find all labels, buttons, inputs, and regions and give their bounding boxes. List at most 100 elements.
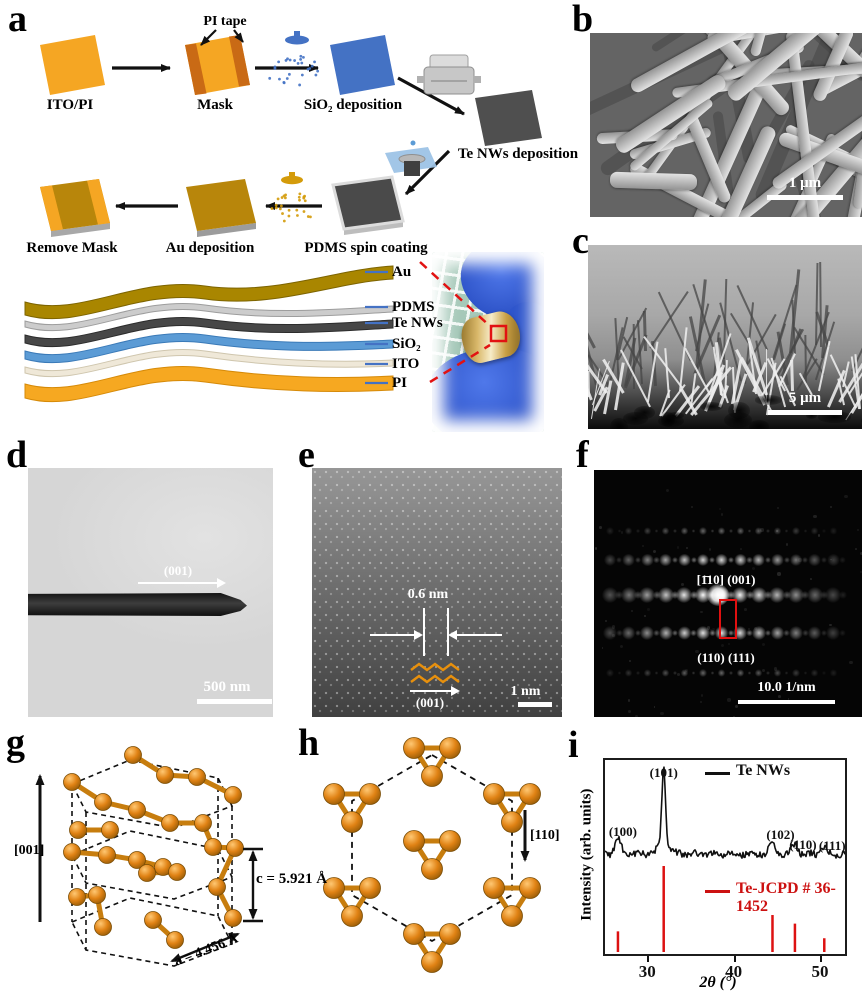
diffraction-spot <box>820 556 828 564</box>
xrd-traces <box>605 766 845 952</box>
panel-d-label: d <box>6 434 28 476</box>
crystal-structure-top-view <box>323 737 541 973</box>
hexagon-dashed-outline <box>351 753 513 943</box>
diffraction-spot <box>634 629 642 637</box>
spray-dot <box>288 58 292 62</box>
peak-label: (102) <box>766 827 795 842</box>
diffraction-spot <box>792 527 800 535</box>
background-noise-dot <box>721 644 725 648</box>
background-noise-dot <box>830 506 833 509</box>
diffraction-spot <box>792 669 800 677</box>
panel-d-scalebar-label: 500 nm <box>203 679 251 695</box>
background-noise-dot <box>856 528 860 532</box>
diffraction-spot <box>771 553 784 567</box>
diffraction-spot <box>640 626 654 640</box>
diffraction-spot <box>788 587 804 603</box>
diffraction-spot <box>838 591 847 599</box>
background-noise-dot <box>747 627 751 631</box>
spray-dot <box>302 55 305 59</box>
x-axis-tick-label: 30 <box>638 962 656 981</box>
diffraction-spot <box>621 626 636 640</box>
te-atom <box>194 814 212 832</box>
spray-dot <box>268 76 272 80</box>
diffraction-spot <box>671 556 679 564</box>
stack-label-pdms: PDMS <box>392 299 435 315</box>
sem-top-view-image <box>590 33 862 217</box>
panel-c-label: c <box>572 220 589 262</box>
spray-dot <box>281 212 284 215</box>
te-atom <box>156 766 174 784</box>
substrate-blotch <box>818 411 852 423</box>
spray-dot <box>284 59 288 62</box>
background-noise-dot <box>676 545 680 549</box>
background-noise-dot <box>653 706 656 709</box>
background-noise-dot <box>829 558 832 561</box>
spray-dot <box>306 67 310 71</box>
background-noise-dot <box>844 494 848 498</box>
diffraction-spot <box>615 591 624 599</box>
diffraction-spot <box>690 556 697 564</box>
background-noise-dot <box>646 607 651 612</box>
legend-line-tenws <box>705 772 730 775</box>
te-atom <box>483 783 505 805</box>
diffraction-spot <box>643 527 651 535</box>
te-atom <box>204 838 222 856</box>
arrow-tenws-to-pdms <box>404 149 451 196</box>
unit-cell-rectangle <box>719 599 737 639</box>
spray-dot <box>302 195 306 199</box>
diffraction-spot <box>750 587 767 603</box>
diffraction-spot <box>699 527 707 535</box>
diffraction-spot <box>680 527 688 535</box>
sio2-sprayer-stem <box>294 31 300 37</box>
diffraction-spot <box>736 527 744 535</box>
sio2-sheet <box>330 35 395 95</box>
diffraction-spot <box>784 529 789 533</box>
background-noise-dot <box>627 699 631 702</box>
c-parameter-label: c = 5.921 Å <box>256 871 328 887</box>
diffraction-spot <box>625 669 633 677</box>
spray-dot <box>298 198 301 202</box>
peak-label: (101) <box>649 765 678 780</box>
spray-dot <box>274 203 278 207</box>
spray-dot <box>287 72 291 76</box>
mask-annotation-pi-tape: PI tape <box>203 14 247 29</box>
diffraction-spot <box>783 556 790 564</box>
diffraction-spot <box>640 553 654 567</box>
panel-i-label: i <box>568 724 579 766</box>
diffraction-spot <box>826 553 840 567</box>
background-noise-dot <box>699 701 702 704</box>
te-atom <box>421 951 443 973</box>
diffraction-spot <box>699 669 707 677</box>
diffraction-spot <box>633 591 642 599</box>
growth-arrow-head <box>217 578 226 588</box>
spray-dot <box>303 199 307 203</box>
diffraction-spot <box>807 626 822 640</box>
au-spray-dots <box>270 192 312 223</box>
diffraction-spot <box>662 669 670 677</box>
diffraction-spot <box>746 629 753 637</box>
diffraction-spot <box>708 629 716 637</box>
diffraction-spot <box>659 553 673 567</box>
xrd-trace <box>605 766 845 859</box>
nanowire-spike-dark <box>736 285 769 351</box>
background-noise-dot <box>601 647 604 650</box>
xrd-plot-area: Te NWs Te-JCPD # 36-1452 (100) (101) (102)… <box>603 758 847 956</box>
peak-label: (100) <box>608 824 638 839</box>
itopi-sheet <box>40 35 105 95</box>
background-noise-dot <box>810 577 813 580</box>
spray-dot <box>298 192 302 196</box>
background-noise-dot <box>859 552 862 556</box>
diffraction-spot <box>671 629 679 637</box>
te-atom <box>439 830 461 852</box>
substrate-blotch <box>805 411 818 419</box>
step-label-sio2: SiO₂ deposition <box>303 97 403 113</box>
te-atom <box>341 811 363 833</box>
spray-dot <box>280 204 283 208</box>
background-noise-dot <box>628 710 632 714</box>
background-noise-dot <box>798 558 802 562</box>
diffraction-spot <box>689 591 698 599</box>
background-noise-dot <box>775 529 778 532</box>
pi-tape-pointer-right <box>233 29 244 43</box>
substrate-blotch <box>748 420 770 429</box>
spray-dot <box>293 59 297 62</box>
